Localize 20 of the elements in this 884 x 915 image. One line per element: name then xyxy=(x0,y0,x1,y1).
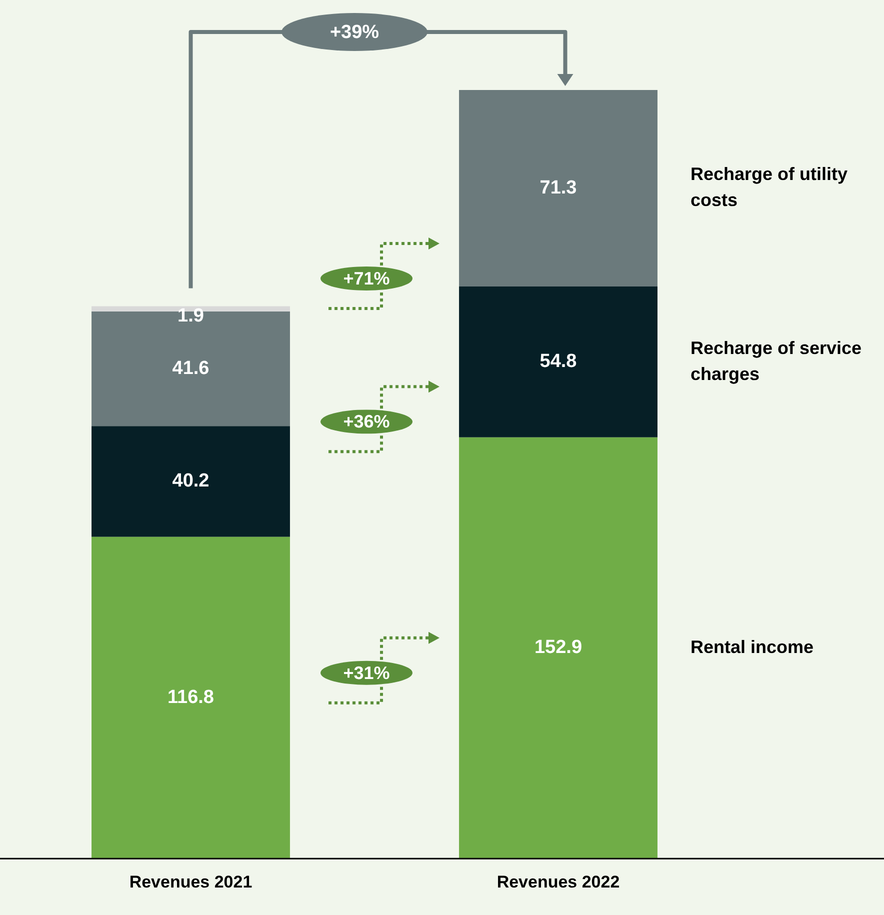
annotation: +71% xyxy=(343,268,390,288)
bar xyxy=(459,437,658,859)
bar xyxy=(459,286,658,438)
data-label: 41.6 xyxy=(172,358,210,380)
series-label: Recharge of utility costs xyxy=(690,164,848,210)
annotation: +36% xyxy=(343,412,390,432)
data-label: 152.9 xyxy=(534,637,582,658)
x-tick-label: Revenues 2021 xyxy=(129,872,252,892)
data-label: 40.2 xyxy=(172,470,210,492)
bar xyxy=(92,426,290,537)
data-label: 54.8 xyxy=(540,351,577,372)
annotation: +31% xyxy=(343,662,390,683)
series-label: Recharge of service charges xyxy=(690,338,862,384)
data-label: 71.3 xyxy=(540,177,577,198)
text: +39% xyxy=(330,22,380,44)
data-label: 116.8 xyxy=(168,686,214,708)
series-label: Rental income xyxy=(690,636,814,657)
bar xyxy=(92,536,290,859)
x-tick-label: Revenues 2022 xyxy=(496,872,620,892)
data-label: 1.9 xyxy=(178,305,204,326)
